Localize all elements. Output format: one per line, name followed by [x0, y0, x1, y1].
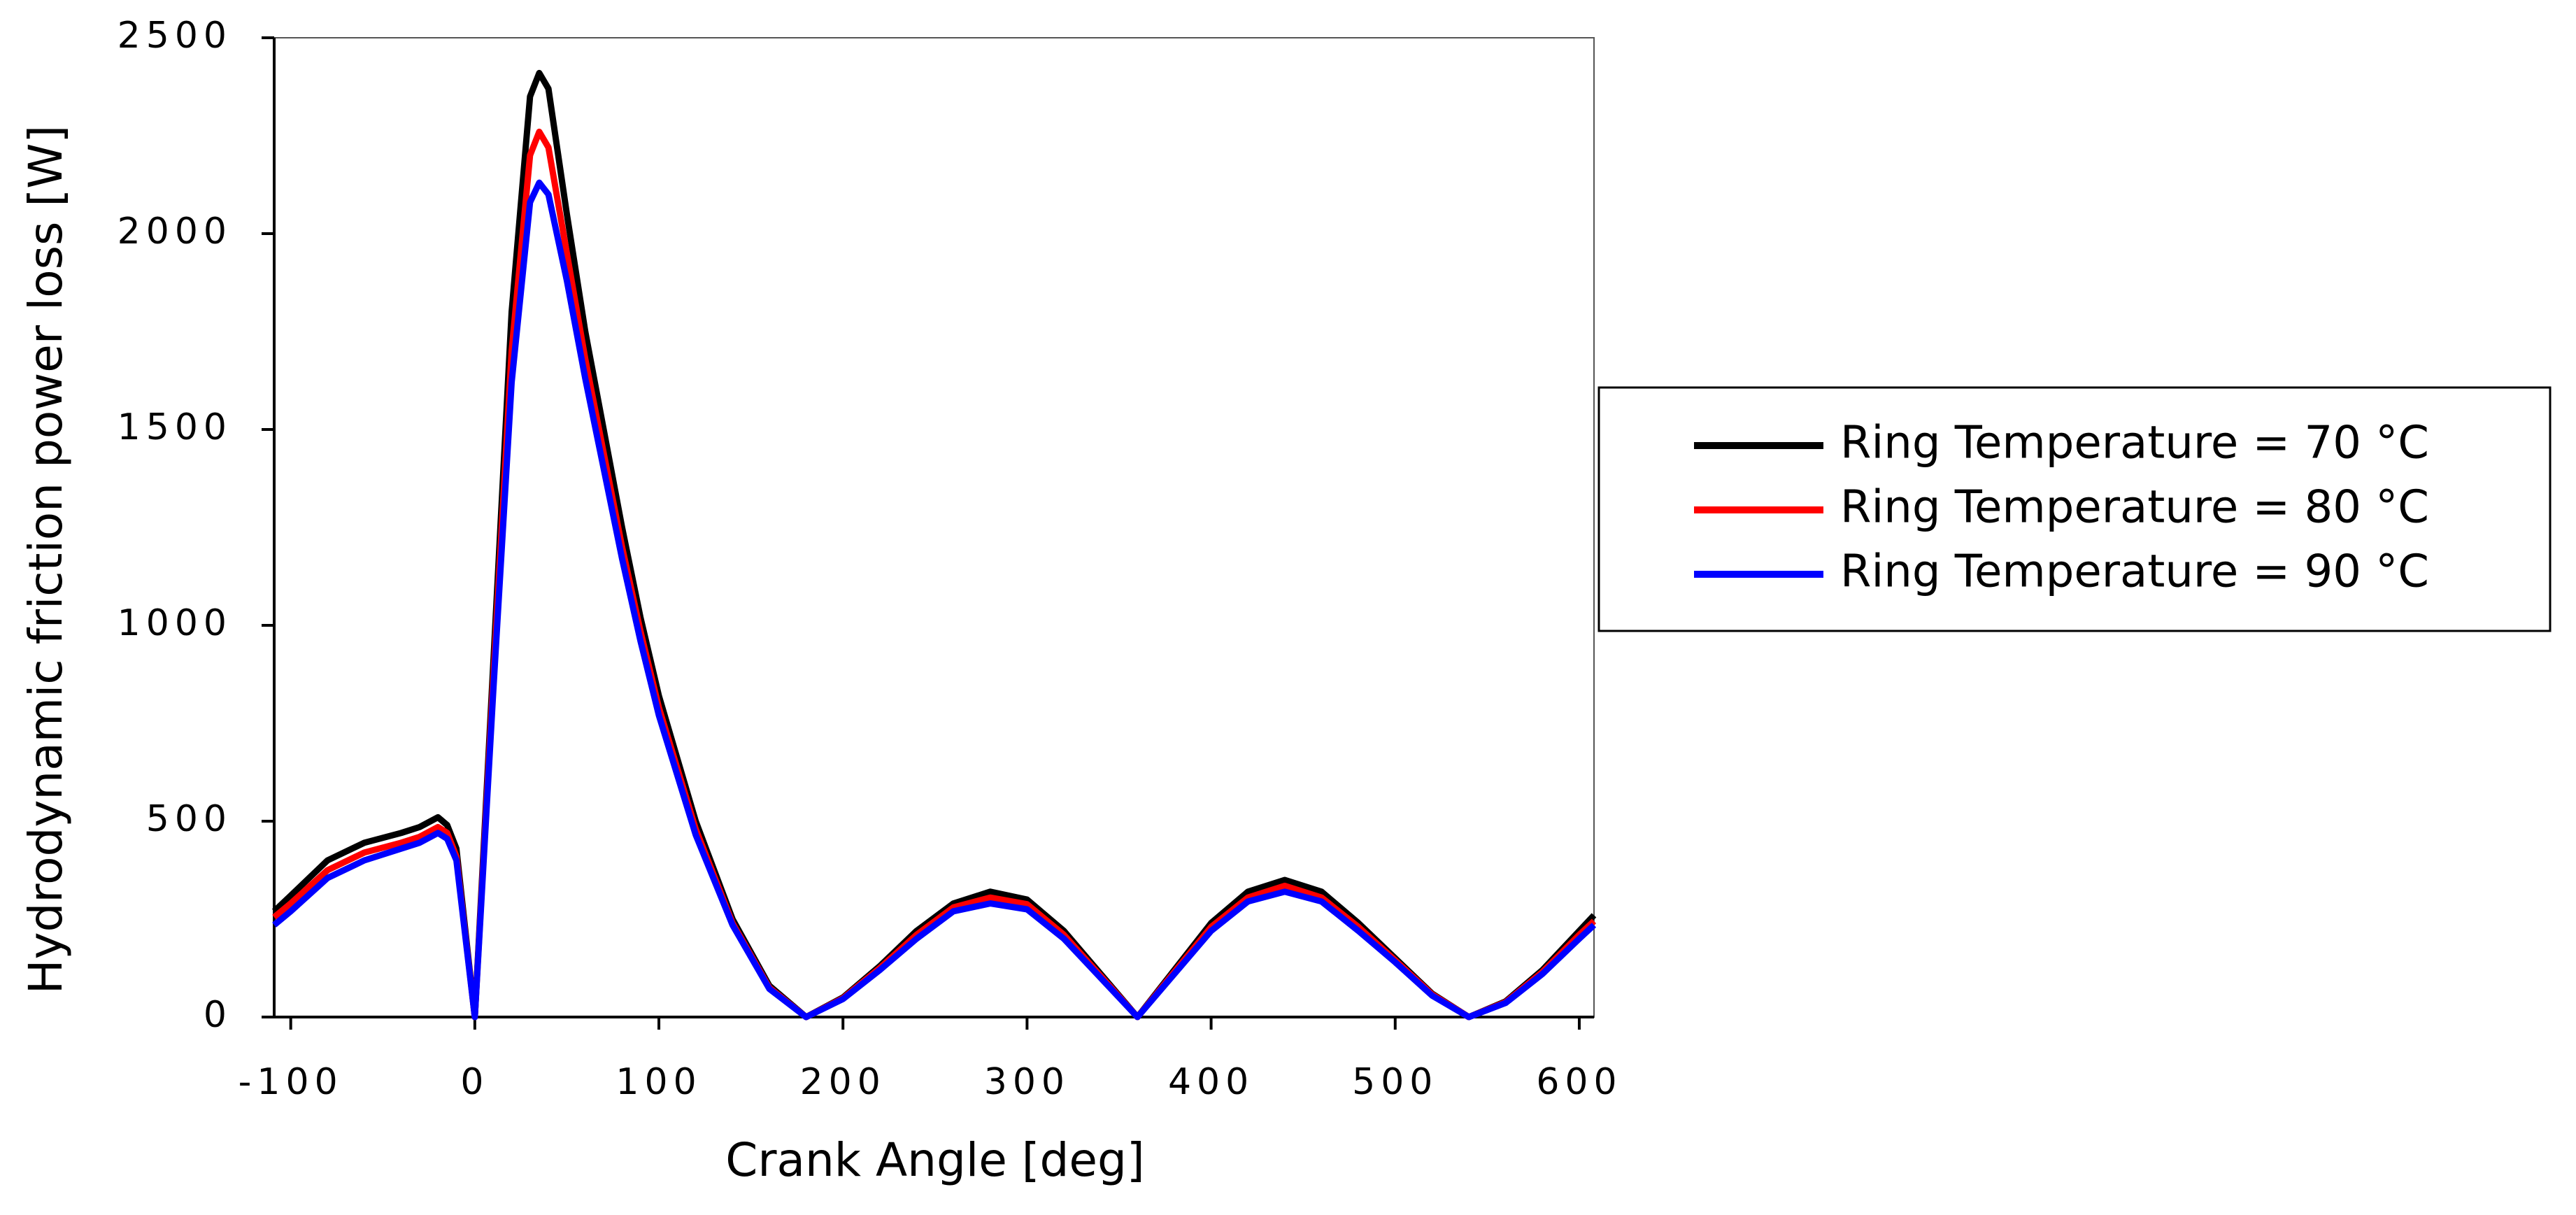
x-tick-label: 0 — [460, 1061, 489, 1103]
series-line — [271, 69, 1597, 1021]
y-tick-label: 2500 — [118, 15, 232, 57]
x-tick-label: 300 — [984, 1061, 1070, 1103]
x-tick-label: 600 — [1536, 1061, 1622, 1103]
plot-frame — [273, 37, 1595, 1018]
y-tick-label: 1000 — [118, 602, 232, 644]
legend-label: Ring Temperature = 70 °C — [1840, 418, 2429, 469]
y-axis-title: Hydrodynamic friction power loss [W] — [19, 125, 73, 994]
x-tick-label: 200 — [800, 1061, 886, 1103]
x-axis-title: Crank Angle [deg] — [725, 1133, 1144, 1187]
x-tick-label: 100 — [615, 1061, 702, 1103]
y-tick-label: 2000 — [118, 211, 232, 253]
series-line — [272, 128, 1597, 1021]
x-tick-label: 400 — [1168, 1061, 1254, 1103]
x-tick-label: -100 — [239, 1061, 343, 1103]
y-tick-label: 1500 — [118, 406, 232, 448]
legend-label: Ring Temperature = 80 °C — [1840, 482, 2429, 534]
y-tick-label: 500 — [146, 798, 232, 840]
series-line — [272, 179, 1597, 1021]
x-tick-label: 500 — [1352, 1061, 1438, 1103]
y-tick-label: 0 — [204, 994, 232, 1036]
legend-label: Ring Temperature = 90 °C — [1840, 546, 2429, 598]
